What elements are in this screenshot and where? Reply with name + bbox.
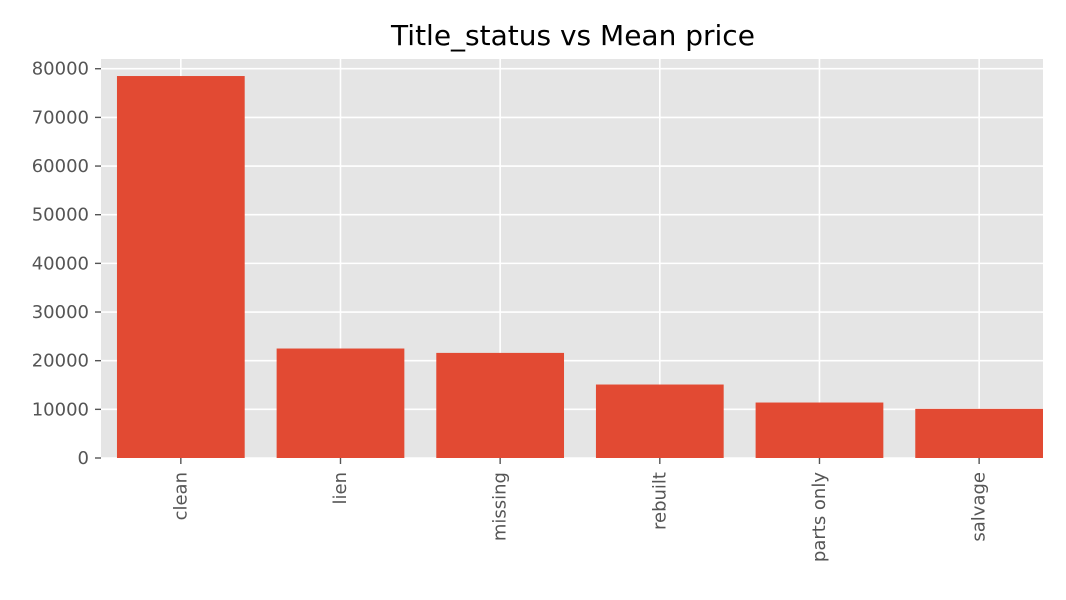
y-tick-label: 80000 <box>32 59 89 80</box>
bar-clean <box>116 76 245 458</box>
y-tick-label: 0 <box>78 448 89 469</box>
chart-title: Title_status vs Mean price <box>390 19 755 52</box>
y-tick-label: 50000 <box>32 205 89 226</box>
y-tick-label: 20000 <box>32 351 89 372</box>
x-tick-label: salvage <box>969 472 990 542</box>
x-tick-label: clean <box>170 472 191 520</box>
bar-lien <box>276 348 405 458</box>
x-tick-label: lien <box>330 472 351 504</box>
x-tick-label: missing <box>490 472 511 541</box>
y-tick-label: 40000 <box>32 253 89 274</box>
bar-missing <box>436 352 565 458</box>
y-tick-label: 10000 <box>32 399 89 420</box>
bar-parts-only <box>755 402 884 458</box>
y-tick-label: 60000 <box>32 156 89 177</box>
x-tick-label: parts only <box>809 472 830 562</box>
plot-area <box>101 59 1043 458</box>
bar-rebuilt <box>595 384 724 458</box>
bar-salvage <box>915 408 1043 458</box>
bars <box>116 76 1043 458</box>
y-tick-label: 30000 <box>32 302 89 323</box>
y-axis: 0 10000 20000 30000 40000 50000 60000 70000 8000… <box>32 59 101 469</box>
x-tick-label: rebuilt <box>649 472 670 530</box>
x-axis: clean lien missing rebuilt parts only salvage <box>170 458 990 562</box>
y-tick-label: 70000 <box>32 107 89 128</box>
